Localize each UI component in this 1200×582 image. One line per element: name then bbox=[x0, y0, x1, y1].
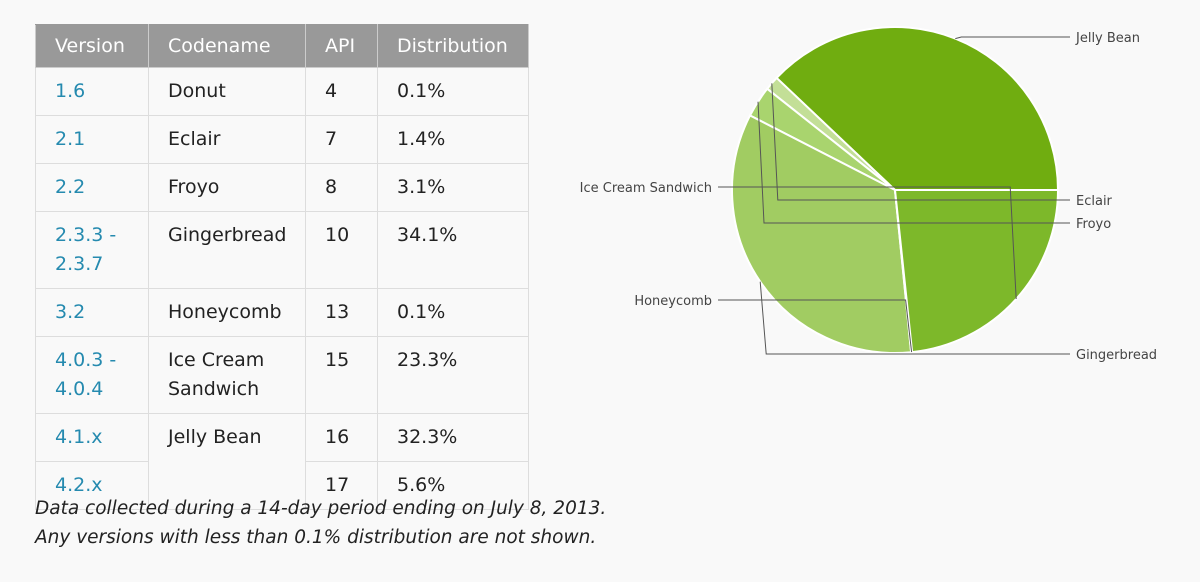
codename-cell: Jelly Bean bbox=[148, 413, 306, 510]
table-row: 4.0.3 - 4.0.4 Ice Cream Sandwich 15 23.3% bbox=[35, 336, 529, 414]
version-link[interactable]: 4.2.x bbox=[35, 461, 149, 510]
distribution-cell: 3.1% bbox=[377, 163, 529, 212]
table-row: 4.1.x Jelly Bean 16 32.3% bbox=[35, 413, 529, 510]
table-header-row: Version Codename API Distribution bbox=[35, 24, 529, 68]
pie-label: Gingerbread bbox=[1076, 348, 1157, 363]
header-version: Version bbox=[35, 24, 149, 68]
codename-cell: Eclair bbox=[148, 115, 306, 164]
footnote: Data collected during a 14-day period en… bbox=[35, 494, 606, 552]
table-row: 2.2 Froyo 8 3.1% bbox=[35, 163, 529, 212]
pie-slice-ice-cream-sandwich bbox=[893, 189, 1060, 354]
footnote-line-2: Any versions with less than 0.1% distrib… bbox=[35, 527, 597, 548]
header-codename: Codename bbox=[148, 24, 306, 68]
api-cell: 4 bbox=[305, 67, 378, 116]
table-row: 2.1 Eclair 7 1.4% bbox=[35, 115, 529, 164]
api-cell: 7 bbox=[305, 115, 378, 164]
version-link[interactable]: 2.1 bbox=[35, 115, 149, 164]
leader-line bbox=[759, 281, 1070, 355]
footnote-line-1: Data collected during a 14-day period en… bbox=[35, 498, 607, 519]
distribution-table: Version Codename API Distribution 1.6 Don… bbox=[35, 24, 529, 510]
version-link[interactable]: 1.6 bbox=[35, 67, 149, 116]
pie-label: Honeycomb bbox=[634, 294, 712, 309]
pie-label: Ice Cream Sandwich bbox=[580, 181, 712, 196]
api-cell: 13 bbox=[305, 288, 378, 337]
leader-line bbox=[771, 83, 1070, 201]
leader-line bbox=[718, 299, 913, 353]
distribution-cell: 5.6% bbox=[377, 461, 529, 510]
codename-cell: Ice Cream Sandwich bbox=[148, 336, 306, 414]
distribution-cell: 1.4% bbox=[377, 115, 529, 164]
api-cell: 15 bbox=[305, 336, 378, 414]
version-link[interactable]: 2.3.3 - 2.3.7 bbox=[35, 211, 149, 289]
distribution-cell: 0.1% bbox=[377, 67, 529, 116]
distribution-cell: 32.3% bbox=[377, 413, 529, 462]
table-row: 4.2.x 17 5.6% bbox=[35, 461, 529, 510]
header-distribution: Distribution bbox=[377, 24, 529, 68]
pie-label: Jelly Bean bbox=[1075, 31, 1140, 46]
table-row: 2.3.3 - 2.3.7 Gingerbread 10 34.1% bbox=[35, 211, 529, 289]
distribution-cell: 34.1% bbox=[377, 211, 529, 289]
leader-line bbox=[757, 101, 1070, 224]
api-cell: 17 bbox=[305, 461, 378, 510]
distribution-cell: 0.1% bbox=[377, 288, 529, 337]
api-cell: 8 bbox=[305, 163, 378, 212]
pie-slice-jelly-bean bbox=[775, 26, 1060, 191]
distribution-cell: 23.3% bbox=[377, 336, 529, 414]
codename-cell: Froyo bbox=[148, 163, 306, 212]
pie-label: Froyo bbox=[1076, 217, 1111, 232]
api-cell: 10 bbox=[305, 211, 378, 289]
leader-line bbox=[718, 186, 1017, 300]
pie-label: Eclair bbox=[1076, 194, 1113, 209]
table-row: 1.6 Donut 4 0.1% bbox=[35, 67, 529, 116]
leader-line bbox=[955, 36, 1070, 40]
